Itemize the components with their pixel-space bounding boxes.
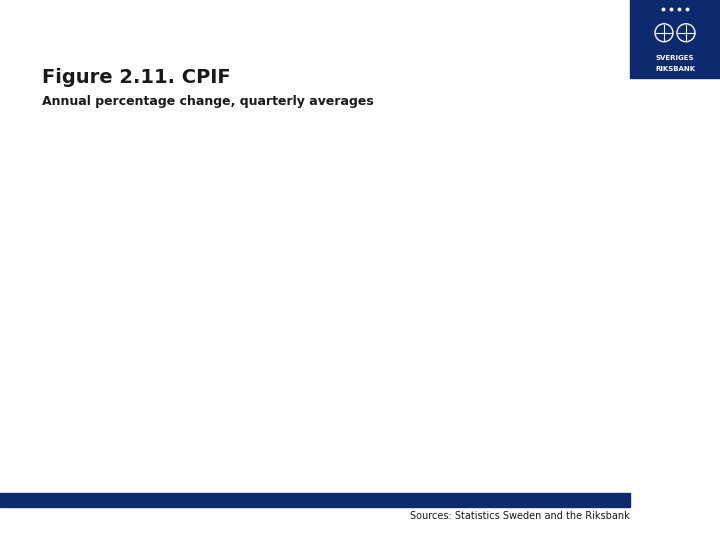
Bar [630, 0, 720, 78]
Text: RIKSBANK: RIKSBANK [655, 66, 695, 72]
Text: Sources: Statistics Sweden and the Riksbank: Sources: Statistics Sweden and the Riksb… [410, 511, 630, 521]
Text: Figure 2.11. CPIF: Figure 2.11. CPIF [42, 68, 230, 87]
Bar [0, 493, 630, 507]
Text: SVERIGES: SVERIGES [656, 55, 694, 60]
Text: Annual percentage change, quarterly averages: Annual percentage change, quarterly aver… [42, 95, 374, 108]
